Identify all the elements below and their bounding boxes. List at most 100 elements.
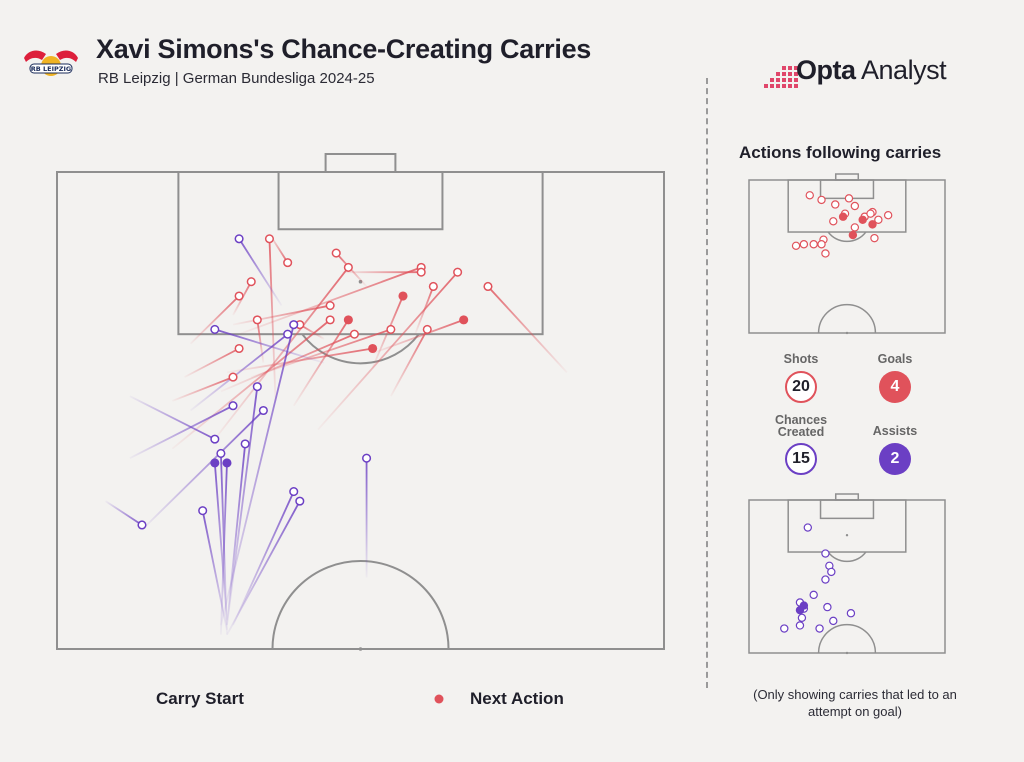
assist-marker — [210, 458, 220, 468]
centre-circle — [271, 559, 450, 650]
shot-marker — [416, 267, 426, 277]
chance-marker — [216, 448, 226, 458]
chance-marker — [240, 439, 250, 449]
penalty-box — [177, 171, 544, 336]
carry-line — [372, 319, 464, 355]
bull-right-icon — [56, 50, 78, 62]
goal-marker — [368, 343, 378, 354]
main-pitch-chart — [56, 153, 665, 651]
legend-marker-icon — [434, 694, 444, 704]
shot-marker — [325, 315, 335, 325]
shot-marker — [428, 281, 438, 292]
carry-line — [238, 238, 283, 307]
chance-marker — [210, 434, 220, 444]
shot-marker — [283, 258, 293, 268]
shot-marker — [252, 315, 262, 325]
carry-line — [414, 286, 435, 335]
page-title: Xavi Simons's Chance-Creating Carries — [96, 34, 592, 64]
shot-marker — [264, 234, 275, 244]
chance-marker — [829, 616, 838, 626]
chance-marker — [795, 621, 805, 630]
shot-marker — [386, 324, 396, 334]
carry-line — [226, 386, 259, 626]
legend-carry-line — [292, 694, 444, 704]
carry-line — [172, 376, 234, 402]
centre-spot — [845, 331, 849, 335]
shot-marker — [874, 215, 883, 224]
chance-marker — [258, 405, 268, 416]
shot-goal-markers — [791, 191, 893, 258]
shot-marker — [234, 291, 244, 301]
mini-pitch-markings — [748, 493, 946, 655]
carry-line — [171, 319, 331, 450]
carry-line — [390, 328, 429, 397]
shot-marker — [234, 343, 244, 354]
goal-marker — [868, 220, 877, 229]
chance-marker — [289, 487, 299, 497]
assist-marker — [222, 458, 232, 468]
stat-value-chances-created: 15 — [785, 443, 817, 475]
carry-line — [129, 395, 216, 440]
carry-line — [219, 462, 228, 635]
shot-marker — [817, 240, 826, 249]
shot-marker — [866, 209, 875, 218]
goal-marker — [343, 315, 353, 325]
six-yard-box — [819, 499, 875, 520]
shot-marker — [453, 267, 463, 277]
stat-label-assists: Assists — [872, 424, 918, 438]
chance-marker — [797, 613, 807, 623]
carry-line — [129, 404, 234, 460]
chance-marker — [234, 234, 244, 244]
goal-marker — [848, 230, 858, 240]
penalty-arc — [827, 231, 867, 243]
chance-marker — [780, 624, 789, 633]
bull-left-icon — [24, 50, 46, 62]
shot-marker — [422, 324, 432, 334]
shot-marker — [844, 194, 854, 203]
page-subtitle: RB Leipzig | German Bundesliga 2024-25 — [98, 70, 375, 87]
chance-marker — [198, 506, 208, 516]
carry-line — [214, 266, 350, 440]
stat-label-chances-created: Chances Created — [774, 413, 828, 439]
pitch-outline — [56, 171, 665, 650]
shot-marker — [343, 262, 353, 272]
svg-text:RB LEIPZIG: RB LEIPZIG — [31, 65, 71, 73]
carry-line — [268, 238, 277, 401]
opta-dots-icon — [764, 66, 798, 88]
chance-marker — [821, 549, 830, 558]
shot-marker — [246, 277, 256, 287]
shot-marker — [483, 281, 493, 292]
goal — [324, 153, 397, 173]
goal-marker — [398, 291, 408, 301]
carry-line — [189, 333, 289, 412]
carry-line — [141, 409, 265, 531]
shot-marker — [831, 200, 840, 209]
chance-marker — [295, 496, 305, 506]
carry-line — [238, 266, 422, 336]
shot-marker — [850, 223, 860, 232]
carry-line — [213, 462, 228, 621]
carry-line — [226, 443, 247, 626]
centre-circle — [817, 303, 877, 334]
carry-line — [226, 347, 373, 374]
rb-leipzig-logo: RB LEIPZIG — [24, 50, 78, 76]
chance-marker — [846, 609, 856, 618]
legend-carry-start: Carry Start — [156, 689, 244, 708]
six-yard-box — [277, 171, 444, 231]
mini-pitch-chances-assists — [748, 493, 946, 655]
centre-spot — [845, 651, 849, 655]
shot-marker — [349, 329, 359, 339]
footnote: (Only showing carries that led to an att… — [753, 687, 957, 719]
stat-label-goals: Goals — [877, 352, 913, 366]
centre-circle — [817, 623, 877, 654]
penalty-arc — [827, 551, 867, 563]
mini-pitch-shots-goals — [748, 173, 946, 335]
shot-marker — [805, 191, 814, 200]
shot-marker — [799, 240, 809, 249]
shot-marker — [821, 249, 830, 258]
mini-pitch-markings — [748, 173, 946, 335]
carry-line — [487, 285, 568, 373]
goal-marker — [459, 315, 469, 325]
penalty-spot — [845, 533, 849, 537]
chance-marker — [823, 602, 832, 612]
